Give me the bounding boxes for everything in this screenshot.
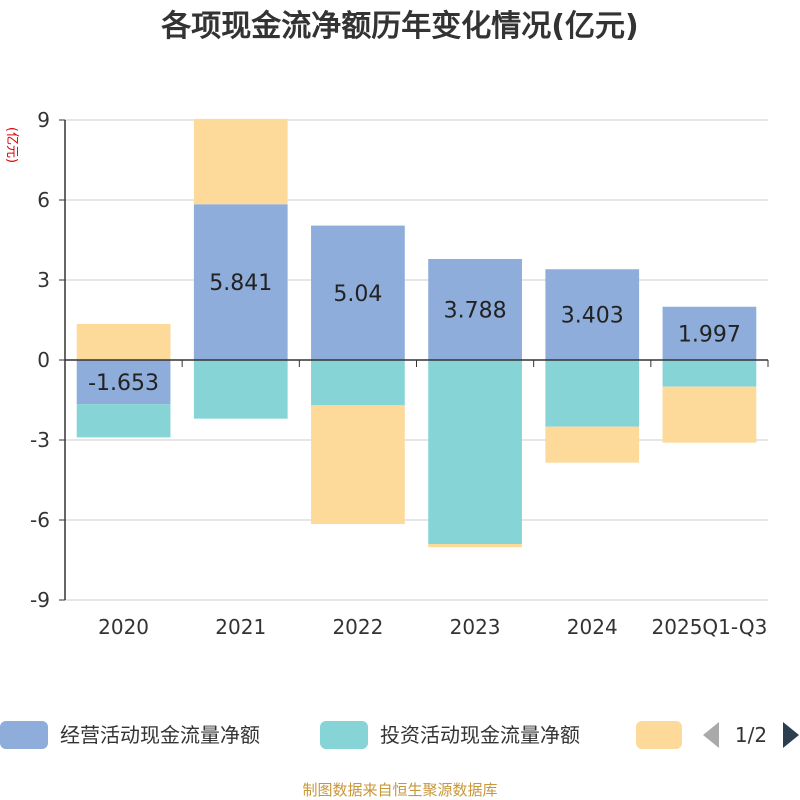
data-label-operating: 3.788	[444, 298, 507, 323]
x-tick-label: 2024	[567, 615, 618, 639]
x-tick-label: 2023	[450, 615, 501, 639]
bars	[76, 118, 757, 548]
x-tick-label: 2020	[98, 615, 149, 639]
bar-financing[interactable]	[545, 426, 640, 463]
bar-operating[interactable]	[76, 360, 171, 405]
bar-financing[interactable]	[662, 386, 757, 443]
bar-financing[interactable]	[311, 405, 405, 524]
axes	[64, 120, 769, 600]
legend: 经营活动现金流量净额 投资活动现金流量净额 1/2	[0, 721, 799, 749]
y-tick-label: -9	[30, 588, 50, 612]
legend-label-investing[interactable]: 投资活动现金流量净额	[380, 723, 580, 747]
y-tick-label: -3	[30, 428, 50, 452]
footer-source: 制图数据来自恒生聚源数据库	[302, 781, 497, 799]
bar-investing[interactable]	[193, 360, 288, 419]
x-tick-label: 2021	[215, 615, 266, 639]
legend-swatch-operating[interactable]	[0, 721, 48, 749]
data-labels: -1.653 5.841 5.04 3.788 3.403 1.997	[88, 271, 741, 396]
bar-investing[interactable]	[311, 360, 405, 406]
y-tick-label: 6	[37, 188, 50, 212]
chart-title: 各项现金流净额历年变化情况(亿元)	[160, 9, 638, 44]
legend-swatch-financing[interactable]	[636, 721, 682, 749]
data-label-operating: 5.841	[209, 271, 272, 296]
bar-operating[interactable]	[193, 204, 288, 360]
legend-prev-page-icon[interactable]	[703, 722, 719, 748]
bar-operating[interactable]	[428, 258, 522, 360]
bar-investing[interactable]	[545, 360, 640, 427]
legend-next-page-icon[interactable]	[783, 722, 799, 748]
bar-operating[interactable]	[662, 306, 757, 360]
bar-investing[interactable]	[428, 360, 522, 544]
bar-financing[interactable]	[76, 324, 171, 360]
y-axis-ticks: 9 6 3 0 -3 -6 -9	[30, 108, 65, 612]
legend-page-indicator: 1/2	[735, 723, 767, 747]
bar-financing[interactable]	[193, 118, 288, 205]
y-tick-label: -6	[30, 508, 50, 532]
x-tick-label: 2025Q1-Q3	[652, 615, 768, 639]
y-tick-label: 0	[37, 348, 50, 372]
x-tick-label: 2022	[332, 615, 383, 639]
data-label-operating: -1.653	[88, 371, 159, 396]
bar-operating[interactable]	[545, 269, 640, 360]
bar-operating[interactable]	[311, 225, 405, 360]
legend-swatch-investing[interactable]	[320, 721, 368, 749]
bar-investing[interactable]	[662, 360, 757, 387]
y-tick-label: 3	[37, 268, 50, 292]
y-tick-label: 9	[37, 108, 50, 132]
data-label-operating: 5.04	[333, 282, 382, 307]
bar-investing[interactable]	[76, 404, 171, 438]
legend-label-operating[interactable]: 经营活动现金流量净额	[60, 723, 260, 747]
bar-financing[interactable]	[428, 544, 522, 548]
x-axis-ticks: 2020 2021 2022 2023 2024 2025Q1-Q3	[98, 615, 767, 639]
y-axis-unit-label: (亿元)	[4, 127, 19, 163]
data-label-operating: 3.403	[561, 304, 624, 329]
data-label-operating: 1.997	[678, 322, 741, 347]
